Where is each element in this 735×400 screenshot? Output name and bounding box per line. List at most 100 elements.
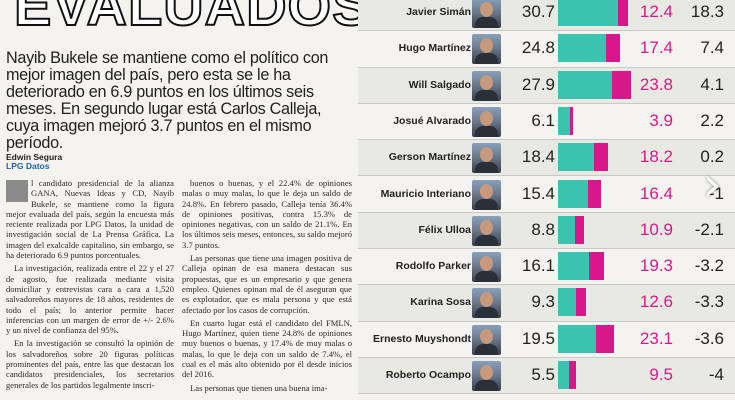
negative-bar [569, 106, 573, 135]
positive-bar [558, 361, 569, 389]
positive-bar [558, 143, 594, 172]
table-row: Rodolfo Parker 16.1 19.3 -3.2 [358, 249, 735, 286]
positive-bar [558, 215, 576, 244]
balance-value: -3.3 [694, 292, 724, 312]
positive-value: 24.8 [521, 38, 555, 58]
negative-bar [612, 70, 631, 99]
politician-name: Karina Sosa [410, 296, 471, 309]
lede-paragraph: Nayib Bukele se mantiene como el polític… [6, 49, 329, 152]
politician-name: Félix Ulloa [418, 223, 471, 236]
balance-value: 7.4 [700, 38, 724, 58]
table-row: Ernesto Muyshondt 19.5 23.1 -3.6 [358, 321, 735, 358]
article-column-2: buenos o buenas, y el 22.4% de opiniones… [182, 178, 352, 396]
rating-bar [558, 106, 573, 135]
avatar [472, 70, 501, 101]
politician-name: Gerson Martínez [388, 151, 471, 164]
negative-value: 16.4 [639, 183, 673, 203]
table-row: Roberto Ocampo 5.5 9.5 -4 [358, 358, 735, 395]
politician-name: Josué Alvarado [393, 114, 471, 127]
avatar [472, 106, 501, 137]
avatar [472, 215, 501, 246]
positive-bar [558, 0, 618, 26]
positive-value: 6.1 [531, 110, 555, 130]
positive-value: 30.7 [521, 2, 555, 21]
avatar [472, 288, 501, 319]
balance-value: -4 [708, 365, 724, 384]
negative-bar [593, 143, 609, 172]
politician-name: Rodolfo Parker [395, 260, 471, 273]
rating-bar [558, 361, 577, 389]
table-row: Hugo Martínez 24.8 17.4 7.4 [358, 31, 735, 68]
negative-bar [596, 324, 615, 353]
negative-value: 12.4 [639, 2, 673, 21]
table-row: Will Salgado 27.9 23.8 4.1 [358, 67, 735, 104]
avatar [472, 252, 501, 283]
rating-bar [558, 215, 584, 244]
rating-bar [558, 324, 615, 353]
positive-bar [558, 70, 613, 99]
positive-value: 19.5 [521, 328, 555, 348]
negative-value: 19.3 [639, 256, 673, 276]
article-paragraph: Las personas que tiene una imagen positi… [182, 253, 352, 315]
positive-bar [558, 34, 607, 63]
rating-bar [558, 70, 631, 99]
avatar [472, 324, 501, 355]
byline: Edwin Segura LPG Datos [6, 153, 176, 171]
table-row: Gerson Martínez 18.4 18.2 0.2 [358, 140, 735, 177]
rating-bar [558, 252, 605, 281]
positive-value: 18.4 [521, 147, 555, 167]
politician-name: Javier Simán [406, 6, 471, 18]
negative-bar [606, 34, 620, 63]
positive-value: 8.8 [531, 219, 555, 239]
balance-value: 0.2 [700, 147, 724, 167]
article-paragraph: Las personas que tienen una buena ima- [190, 382, 328, 393]
positive-bar [558, 106, 570, 135]
table-row: Javier Simán 30.7 12.4 18.3 [358, 0, 735, 32]
balance-value: -3.6 [694, 328, 724, 348]
article-column-1: l candidato presidencial de la alianza G… [6, 178, 174, 393]
negative-value: 23.8 [639, 74, 673, 94]
byline-unit: LPG Datos [6, 161, 50, 171]
avatar [472, 34, 501, 65]
positive-bar [558, 324, 597, 353]
negative-bar [575, 215, 584, 244]
rating-bar [558, 288, 586, 317]
balance-value: 18.3 [690, 2, 724, 21]
article-paragraph: En la investigación se consultó la opini… [6, 338, 174, 390]
negative-value: 3.9 [649, 110, 673, 130]
negative-value: 9.5 [649, 365, 673, 384]
negative-bar [568, 361, 577, 389]
negative-value: 18.2 [639, 147, 673, 167]
politician-name: Mauricio Interiano [380, 187, 471, 200]
article-paragraph: buenos o buenas, y el 22.4% de opiniones… [182, 178, 352, 250]
politician-name: Will Salgado [408, 78, 471, 91]
table-row: Josué Alvarado 6.1 3.9 2.2 [358, 103, 735, 141]
balance-value: -3.2 [694, 256, 724, 276]
avatar [472, 143, 501, 174]
balance-value: 2.2 [700, 110, 724, 130]
positive-bar [558, 288, 577, 317]
chevron-right-icon[interactable]: › [703, 157, 722, 211]
positive-value: 27.9 [521, 74, 555, 94]
positive-bar [558, 252, 590, 281]
drop-cap-image [6, 180, 28, 202]
positive-value: 16.1 [521, 256, 555, 276]
avatar [472, 361, 501, 391]
negative-value: 17.4 [639, 38, 673, 58]
negative-value: 10.9 [639, 219, 673, 239]
byline-author: Edwin Segura [6, 152, 63, 162]
evaluation-table: Javier Simán 30.7 12.4 18.3 Hugo Martínez 24.… [358, 0, 735, 400]
balance-value: -1 [708, 183, 724, 203]
positive-value: 5.5 [531, 365, 555, 384]
negative-bar [588, 179, 601, 208]
balance-value: -2.1 [694, 219, 724, 239]
table-row: Félix Ulloa 8.8 10.9 -2.1 [358, 212, 735, 250]
table-row: Mauricio Interiano 15.4 16.4 -1 [358, 176, 735, 213]
negative-bar [576, 288, 586, 317]
positive-bar [558, 179, 589, 208]
article-paragraph: En cuarto lugar está el candidato del FM… [182, 317, 352, 380]
avatar [472, 179, 501, 210]
balance-value: 4.1 [700, 74, 724, 94]
rating-bar [558, 143, 609, 172]
article-paragraph: La investigación, realizada entre el 22 … [6, 263, 174, 336]
